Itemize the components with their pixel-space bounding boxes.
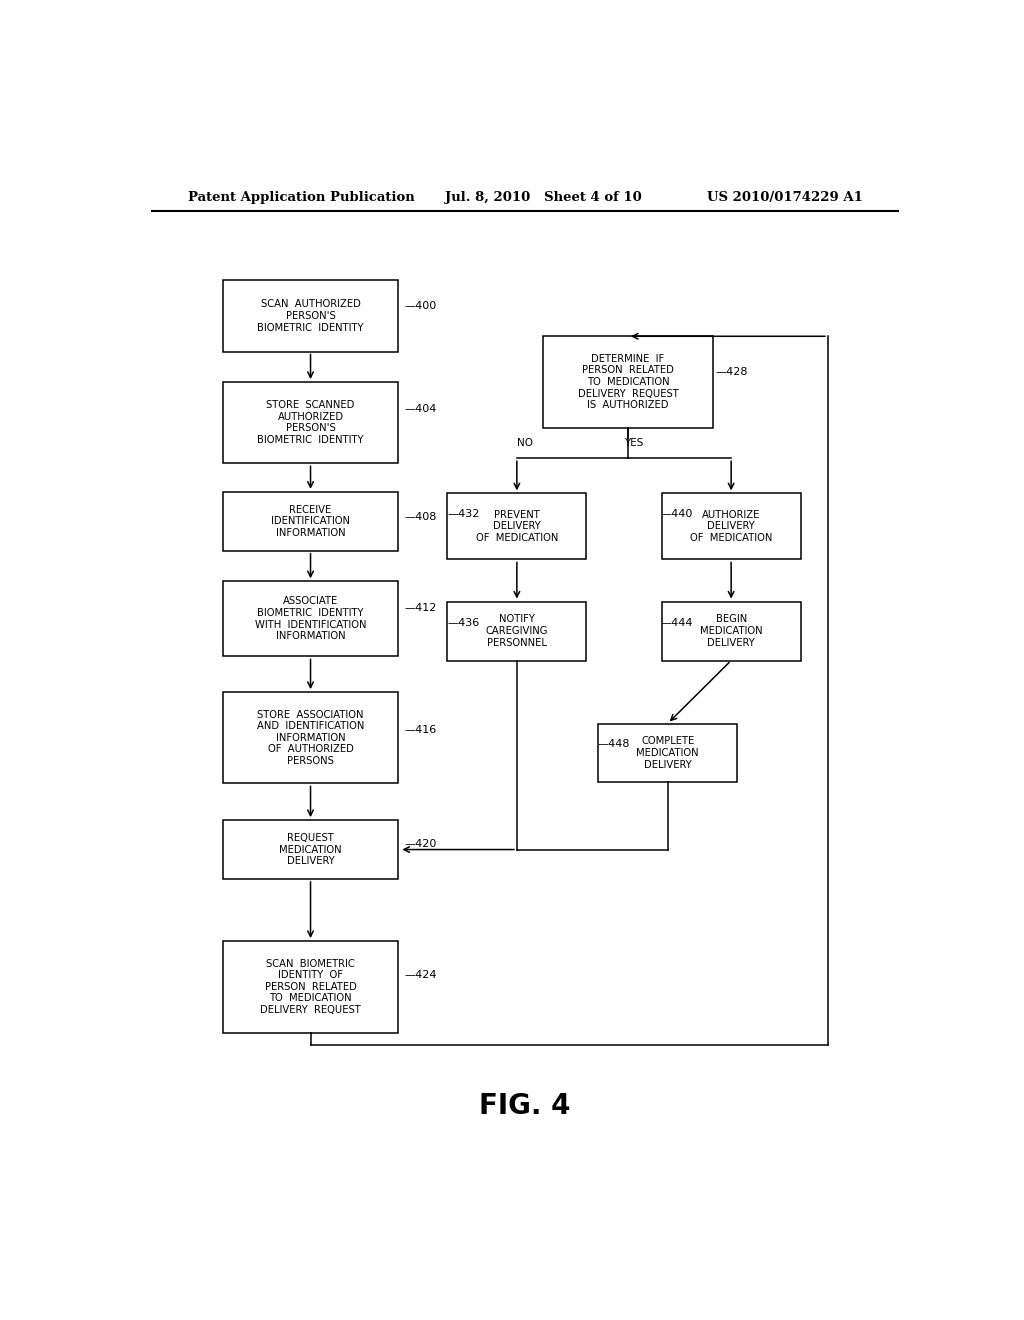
Text: SCAN  AUTHORIZED
PERSON'S
BIOMETRIC  IDENTITY: SCAN AUTHORIZED PERSON'S BIOMETRIC IDENT…	[257, 300, 364, 333]
Bar	[598, 723, 737, 783]
Text: —408: —408	[404, 512, 436, 523]
Text: BEGIN
MEDICATION
DELIVERY: BEGIN MEDICATION DELIVERY	[699, 614, 763, 648]
Text: —436: —436	[447, 618, 479, 628]
Text: RECEIVE
IDENTIFICATION
INFORMATION: RECEIVE IDENTIFICATION INFORMATION	[271, 504, 350, 537]
Text: —444: —444	[660, 618, 693, 628]
Bar	[662, 494, 801, 560]
Text: NO: NO	[517, 438, 532, 447]
Text: —416: —416	[404, 725, 436, 735]
Text: NOTIFY
CAREGIVING
PERSONNEL: NOTIFY CAREGIVING PERSONNEL	[485, 614, 548, 648]
Text: Patent Application Publication: Patent Application Publication	[187, 190, 415, 203]
Bar	[223, 941, 398, 1032]
Text: STORE  ASSOCIATION
AND  IDENTIFICATION
INFORMATION
OF  AUTHORIZED
PERSONS: STORE ASSOCIATION AND IDENTIFICATION INF…	[257, 710, 365, 766]
Bar	[447, 494, 587, 560]
Bar	[447, 602, 587, 660]
Text: —428: —428	[715, 367, 748, 376]
Text: FIG. 4: FIG. 4	[479, 1092, 570, 1119]
Text: ASSOCIATE
BIOMETRIC  IDENTITY
WITH  IDENTIFICATION
INFORMATION: ASSOCIATE BIOMETRIC IDENTITY WITH IDENTI…	[255, 597, 367, 642]
Text: —412: —412	[404, 603, 436, 612]
Text: —448: —448	[597, 739, 630, 748]
Bar	[223, 280, 398, 351]
Text: —440: —440	[660, 510, 693, 519]
Text: —424: —424	[404, 970, 436, 979]
Text: —432: —432	[447, 510, 479, 519]
Text: REQUEST
MEDICATION
DELIVERY: REQUEST MEDICATION DELIVERY	[280, 833, 342, 866]
Bar	[223, 492, 398, 550]
Text: AUTHORIZE
DELIVERY
OF  MEDICATION: AUTHORIZE DELIVERY OF MEDICATION	[690, 510, 772, 543]
Text: Jul. 8, 2010   Sheet 4 of 10: Jul. 8, 2010 Sheet 4 of 10	[445, 190, 642, 203]
Bar	[223, 692, 398, 784]
Bar	[223, 381, 398, 463]
Text: US 2010/0174229 A1: US 2010/0174229 A1	[708, 190, 863, 203]
Bar	[662, 602, 801, 660]
Text: COMPLETE
MEDICATION
DELIVERY: COMPLETE MEDICATION DELIVERY	[636, 737, 699, 770]
Text: STORE  SCANNED
AUTHORIZED
PERSON'S
BIOMETRIC  IDENTITY: STORE SCANNED AUTHORIZED PERSON'S BIOMET…	[257, 400, 364, 445]
Text: —400: —400	[404, 301, 436, 310]
Text: SCAN  BIOMETRIC
IDENTITY  OF
PERSON  RELATED
TO  MEDICATION
DELIVERY  REQUEST: SCAN BIOMETRIC IDENTITY OF PERSON RELATE…	[260, 958, 360, 1015]
Text: —404: —404	[404, 404, 436, 414]
Text: YES: YES	[624, 438, 643, 447]
Text: —420: —420	[404, 840, 436, 850]
Bar	[543, 337, 714, 428]
Bar	[223, 820, 398, 879]
Bar	[223, 581, 398, 656]
Text: PREVENT
DELIVERY
OF  MEDICATION: PREVENT DELIVERY OF MEDICATION	[476, 510, 558, 543]
Text: DETERMINE  IF
PERSON  RELATED
TO  MEDICATION
DELIVERY  REQUEST
IS  AUTHORIZED: DETERMINE IF PERSON RELATED TO MEDICATIO…	[578, 354, 678, 411]
